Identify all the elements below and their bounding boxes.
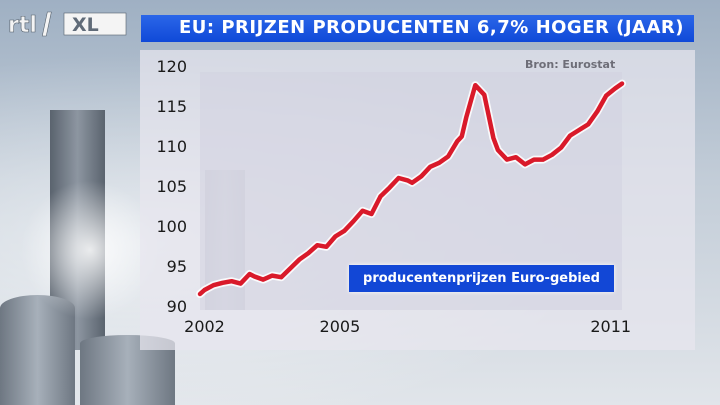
svg-text:rtl: rtl	[8, 13, 37, 38]
svg-text:XL: XL	[72, 14, 99, 36]
y-tick-label: 120	[156, 57, 187, 76]
factory-steam	[20, 180, 160, 320]
x-axis-ticks: 2002 2005 2011	[184, 317, 631, 336]
series-line-halo	[196, 79, 626, 298]
x-tick-label: 2002	[184, 317, 225, 336]
series-label: producentenprijzen Euro-gebied	[349, 265, 614, 292]
title-bar: EU: PRIJZEN PRODUCENTEN 6,7% HOGER (JAAR…	[141, 15, 694, 42]
y-tick-label: 110	[156, 137, 187, 156]
rtl-xl-logo: rtl XL	[8, 11, 127, 38]
y-tick-label: 95	[167, 257, 187, 276]
y-tick-label: 90	[167, 297, 187, 316]
series-lines	[196, 79, 626, 298]
chart-title: EU: PRIJZEN PRODUCENTEN 6,7% HOGER (JAAR…	[178, 17, 684, 38]
x-tick-label: 2011	[590, 317, 631, 336]
y-tick-label: 100	[156, 217, 187, 236]
y-tick-label: 105	[156, 177, 187, 196]
series-line	[197, 81, 625, 297]
y-tick-label: 115	[156, 97, 187, 116]
source-note: Bron: Eurostat	[525, 58, 616, 71]
x-tick-label: 2005	[320, 317, 361, 336]
y-axis-ticks: 90 95 100 105 110 115 120	[156, 57, 187, 316]
